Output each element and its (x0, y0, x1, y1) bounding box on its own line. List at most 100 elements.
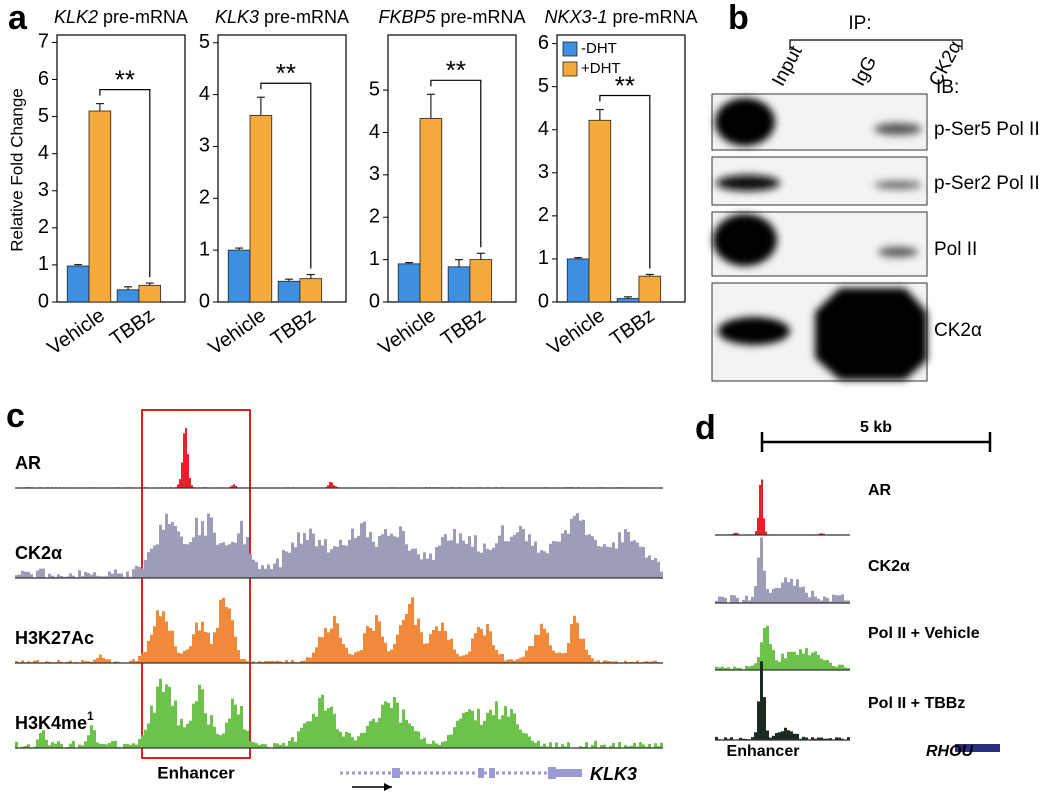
significance-label: ** (115, 64, 135, 94)
error-bar (645, 273, 654, 277)
chart-title-text: pre-mRNA (103, 7, 188, 27)
x-tick-label: Vehicle (43, 304, 108, 359)
blot-row-label: p-Ser2 Pol II (934, 173, 1040, 194)
bar (138, 284, 162, 303)
exon (556, 769, 582, 777)
x-tick-label: TBBz (437, 304, 490, 350)
ip-bracket (789, 39, 963, 50)
bar (299, 278, 323, 303)
panel-label: a (8, 0, 28, 37)
track-signal (15, 428, 663, 488)
gene-label: KLK3 (590, 764, 637, 784)
bar (66, 265, 90, 303)
track-label: AR (15, 453, 41, 473)
blot (711, 39, 963, 382)
band (715, 98, 775, 146)
y-tick-label: 2 (538, 204, 549, 226)
y-tick-label: 7 (38, 31, 49, 53)
legend-label: +DHT (581, 60, 621, 77)
bar (419, 118, 443, 303)
chart-title: KLK3 pre-mRNA (215, 7, 349, 27)
bar (588, 119, 612, 303)
y-tick-label: 6 (538, 32, 549, 54)
y-tick-label: 1 (38, 253, 49, 275)
significance-label: ** (446, 55, 466, 85)
band (878, 247, 918, 257)
error-bar (455, 259, 464, 267)
error-bar (574, 257, 583, 259)
x-tick-label: TBBz (606, 304, 659, 350)
ip-label: IP: (848, 13, 871, 34)
y-tick-label: 1 (538, 247, 549, 269)
bar (88, 110, 112, 303)
significance-bracket (599, 94, 651, 269)
chart-title: KLK2 pre-mRNA (54, 7, 188, 27)
y-tick-label: 2 (199, 187, 210, 209)
panel-label: b (728, 0, 749, 37)
band (874, 123, 922, 135)
significance-bracket (430, 79, 482, 248)
y-tick-label: 0 (38, 290, 49, 312)
y-tick-label: 2 (38, 216, 49, 238)
gene-model (340, 767, 582, 791)
error-bar (405, 261, 414, 264)
band (716, 175, 780, 191)
blot-row-label: Pol II (934, 239, 977, 260)
exon (548, 767, 556, 779)
blot-row-label: CK2α (934, 320, 982, 341)
bar (566, 258, 590, 303)
bar (277, 280, 301, 303)
region-label: Enhancer (727, 743, 800, 760)
track-signal (715, 479, 850, 535)
bar (116, 289, 140, 303)
chart-title-gene: KLK3 (215, 7, 259, 27)
track-label: Pol II + Vehicle (868, 625, 980, 642)
error-bar (306, 273, 315, 279)
error-bar (624, 296, 633, 299)
y-tick-label: 0 (369, 290, 380, 312)
x-tick-label: Vehicle (204, 304, 269, 359)
y-tick-label: 6 (38, 68, 49, 90)
y-tick-label: 4 (538, 118, 549, 140)
y-tick-label: 3 (38, 179, 49, 201)
y-tick-label: 0 (199, 290, 210, 312)
chart-title-gene: NKX3-1 (544, 7, 607, 27)
ib-label: IB: (936, 77, 959, 98)
y-axis-label: Relative Fold Change (7, 88, 26, 251)
chart-title-text: pre-mRNA (264, 7, 349, 27)
track-signal (15, 678, 663, 748)
error-bar (145, 282, 154, 286)
y-tick-label: 3 (369, 163, 380, 185)
significance-label: ** (615, 70, 635, 100)
error-bar (426, 93, 435, 119)
chart-title-text: pre-mRNA (441, 7, 526, 27)
chart-title-text: pre-mRNA (613, 7, 698, 27)
error-bar (74, 263, 83, 267)
y-tick-label: 1 (199, 238, 210, 260)
legend-swatch (562, 61, 578, 77)
significance-bracket (99, 89, 151, 278)
gene-label: RHOU (926, 743, 974, 760)
lane-label: Input (768, 42, 807, 90)
chart-title-gene: KLK2 (54, 7, 98, 27)
exon (478, 768, 484, 778)
track-label: H3K4me1 (15, 709, 94, 733)
exon (392, 768, 400, 778)
region-label: Enhancer (157, 763, 235, 782)
track-label: AR (868, 482, 892, 499)
x-tick-label: Vehicle (374, 304, 439, 359)
error-bar (256, 96, 265, 116)
track-label: CK2α (868, 558, 910, 575)
y-tick-label: 1 (369, 248, 380, 270)
chart-title: NKX3-1 pre-mRNA (544, 7, 697, 27)
lane-label: CK2α (925, 37, 966, 89)
enhancer-box (141, 409, 251, 759)
lane-label: IgG (848, 53, 881, 90)
bar (469, 259, 493, 303)
rhou-gene (955, 744, 1000, 752)
y-tick-label: 4 (199, 83, 210, 105)
track-signal (15, 513, 663, 578)
bar (397, 263, 421, 303)
scale-label: 5 kb (860, 419, 892, 436)
track-label: H3K27Ac (15, 628, 94, 648)
